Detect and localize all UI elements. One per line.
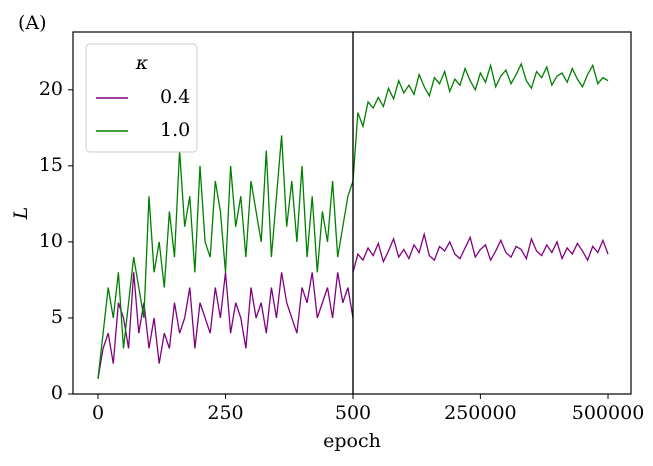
axes-frame: [352, 31, 632, 395]
y-axis-label: L: [10, 207, 32, 221]
legend: κ 0.4 1.0: [85, 43, 198, 153]
series-line: [352, 231, 609, 273]
x-tick-label: 250000: [444, 402, 517, 424]
legend-box: [85, 43, 198, 153]
legend-label: 0.4: [160, 86, 190, 108]
y-tick-label: 0: [51, 382, 63, 404]
legend-label: 1.0: [160, 119, 190, 141]
y-tick-label: 20: [39, 78, 63, 100]
legend-title: κ: [135, 52, 149, 74]
series-line: [97, 272, 354, 379]
y-tick-label: 5: [51, 306, 63, 328]
x-tick-label: 500000: [572, 402, 645, 424]
y-tick-label: 10: [39, 230, 63, 252]
series-line: [352, 62, 609, 182]
x-tick-label: 250: [207, 402, 243, 424]
panel-label: (A): [18, 12, 47, 34]
x-tick-label: 0: [92, 402, 104, 424]
x-tick-label: 500: [335, 402, 371, 424]
y-tick-label: 15: [39, 154, 63, 176]
series-line: [97, 135, 354, 379]
x-axis-label: epoch: [323, 430, 381, 452]
